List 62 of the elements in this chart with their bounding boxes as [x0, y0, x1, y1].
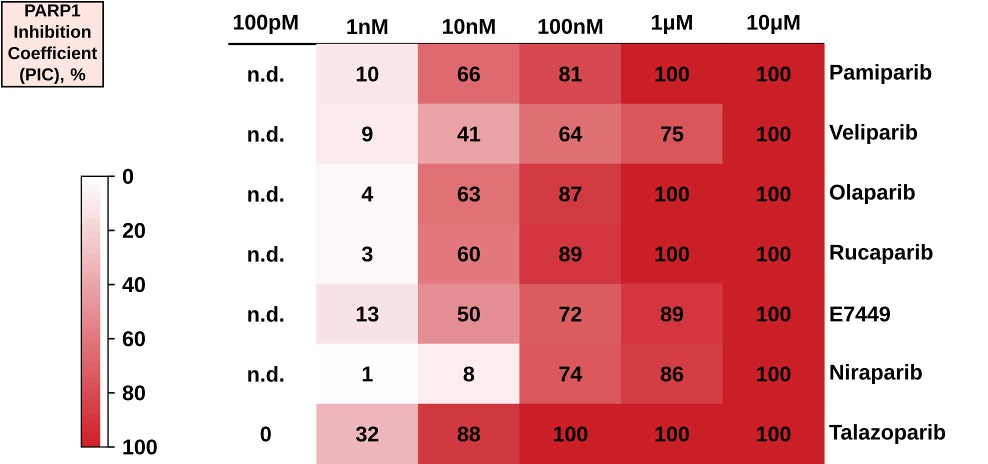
x-tick-label: 1μM [652, 14, 692, 34]
x-tick-label: 10nM [442, 18, 495, 34]
data-label: 3 [362, 246, 372, 262]
text: n.d. [248, 66, 284, 82]
x-tick-label: 10μM [748, 14, 800, 34]
data-label: 75 [661, 126, 684, 142]
data-label: 100 [757, 306, 790, 322]
data-label: 100 [554, 426, 588, 442]
data-label: 100 [656, 426, 689, 442]
data-label: 100 [757, 186, 790, 202]
data-label: 66 [458, 66, 480, 82]
color-bar-label: 80 [122, 385, 145, 400]
data-label: 9 [362, 126, 372, 142]
data-label: 86 [660, 366, 684, 382]
y-tick-label: Olaparib [830, 184, 915, 204]
data-label: 100 [757, 246, 790, 262]
text: n.d. [248, 126, 284, 142]
data-label: 81 [559, 66, 582, 82]
y-tick-label: Niraparib [830, 364, 922, 384]
data-label: 64 [559, 126, 582, 142]
text: n.d. [248, 366, 284, 382]
data-label: 60 [458, 246, 480, 262]
y-tick-label: E7449 [830, 306, 890, 322]
text: n.d. [248, 186, 284, 202]
x-tick-label: 100pM [234, 14, 298, 34]
color-bar-title: PARP1 Inhibition Coefficient (PIC), % [8, 4, 98, 84]
data-label: 10 [356, 66, 378, 82]
data-label: 63 [458, 186, 480, 202]
data-label: 41 [457, 126, 480, 142]
data-label: 4 [362, 186, 374, 202]
data-label: 100 [757, 366, 790, 382]
data-label: 8 [464, 366, 474, 382]
color-bar-label: 20 [122, 222, 145, 238]
x-tick-label: 100nM [538, 18, 602, 34]
data-label: 50 [458, 306, 480, 322]
data-label: 100 [656, 246, 689, 262]
x-tick-label: 1nM [347, 19, 388, 34]
data-label: 0 [260, 426, 271, 442]
data-label: 100 [757, 426, 790, 442]
data-label: 100 [757, 126, 790, 142]
color-bar-label: 100 [123, 439, 157, 455]
data-label: 88 [458, 426, 480, 442]
y-tick-label: Veliparib [829, 124, 918, 144]
data-label: 89 [559, 246, 582, 262]
y-tick-label: Talazoparib [829, 424, 946, 444]
data-label: 74 [560, 366, 582, 382]
y-tick-label: Rucaparib [830, 244, 932, 264]
data-label: 13 [356, 306, 378, 322]
data-label: 72 [560, 306, 582, 322]
data-label: 100 [656, 66, 689, 82]
color-bar-label: 60 [122, 331, 145, 346]
color-bar-label: 40 [122, 277, 145, 292]
data-label: 87 [559, 186, 582, 202]
data-label: 100 [757, 66, 790, 82]
text: n.d. [248, 306, 284, 322]
data-label: 89 [660, 306, 684, 322]
color-bar-label: 0 [122, 168, 134, 184]
data-label: 32 [356, 426, 378, 442]
data-label: 100 [656, 186, 689, 202]
data-label: 1 [362, 366, 373, 382]
text: n.d. [248, 246, 284, 262]
y-tick-label: Pamiparib [830, 64, 932, 84]
